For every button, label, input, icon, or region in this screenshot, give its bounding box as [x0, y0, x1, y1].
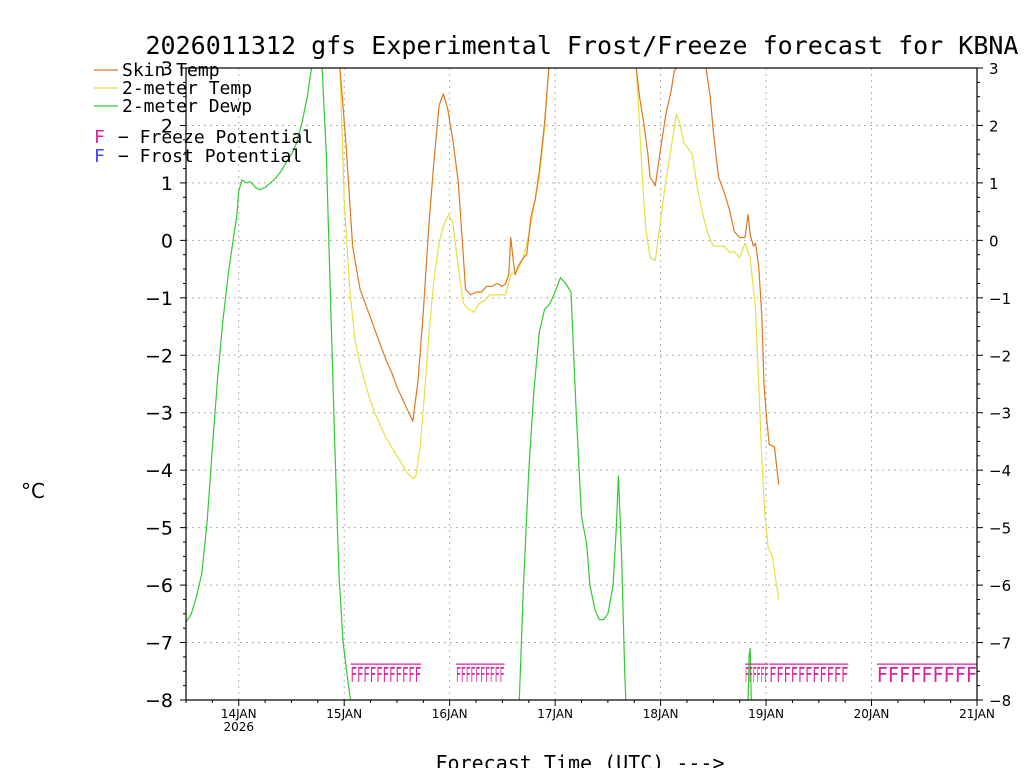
x-tick-sublabel: 2026	[223, 720, 254, 734]
y-tick-label-right: 1	[989, 175, 999, 193]
x-axis-label: Forecast Time (UTC) --->	[436, 751, 725, 768]
y-tick-label-left: −6	[145, 575, 173, 597]
legend-symbol-label: − Frost Potential	[118, 146, 302, 167]
legend-label: 2-meter Dewp	[122, 96, 252, 117]
y-tick-label-left: −4	[145, 460, 173, 482]
y-tick-label-right: 3	[989, 60, 999, 78]
y-axis-label: °C	[21, 479, 45, 503]
y-tick-label-left: −2	[145, 345, 173, 367]
freeze-marker: FFFFFF	[745, 663, 768, 687]
x-tick-label: 20JAN	[854, 707, 890, 721]
x-tick-label: 15JAN	[326, 707, 362, 721]
legend-label: 2-meter Temp	[122, 78, 252, 99]
y-tick-label-right: −5	[989, 520, 1011, 538]
plot-frame	[185, 67, 978, 701]
series-line-2-meter-dewp	[747, 647, 752, 701]
legend-label: Skin Temp	[122, 60, 220, 81]
y-tick-label-right: −4	[989, 462, 1011, 480]
y-tick-label-left: 2	[161, 115, 173, 137]
x-tick-label: 14JAN	[221, 707, 257, 721]
y-tick-label-left: 1	[161, 173, 173, 195]
series-line-2-meter-temp	[635, 67, 780, 600]
x-tick-label: 17JAN	[537, 707, 573, 721]
series-line-skin-temp	[339, 67, 550, 422]
y-tick-label-right: 2	[989, 117, 999, 135]
series-line-skin-temp	[635, 67, 677, 187]
x-tick-label: 19JAN	[748, 707, 784, 721]
chart-title: 2026011312 gfs Experimental Frost/Freeze…	[146, 31, 1019, 60]
series-lines	[185, 67, 780, 701]
freeze-marker: FFFFFFFFF	[877, 663, 977, 687]
y-tick-label-left: −1	[145, 288, 173, 310]
freeze-markers: FFFFFFFFFFF FFFFFFFFFF FFFFFF FFFFFFFFFFF FF…	[350, 663, 977, 687]
legend-symbol-label: − Freeze Potential	[118, 127, 313, 148]
legend-symbol: F	[94, 146, 105, 167]
y-tick-label-right: −1	[989, 290, 1011, 308]
y-tick-label-right: −2	[989, 347, 1011, 365]
y-tick-label-right: −7	[989, 635, 1011, 653]
x-tick-label: 21JAN	[959, 707, 995, 721]
freeze-marker: FFFFFFFFFFF	[769, 663, 848, 687]
x-tick-label: 16JAN	[432, 707, 468, 721]
series-line-2-meter-dewp	[321, 67, 352, 701]
y-tick-label-right: 0	[989, 232, 999, 250]
x-tick-label: 18JAN	[643, 707, 679, 721]
series-line-skin-temp	[705, 67, 780, 485]
y-tick-label-left: −8	[145, 690, 173, 712]
series-line-2-meter-dewp	[185, 67, 313, 623]
freeze-marker: FFFFFFFFFF	[456, 663, 505, 687]
grid-lines	[186, 68, 977, 700]
y-tick-label-left: 0	[161, 230, 173, 252]
y-tick-label-left: 3	[161, 58, 173, 80]
series-line-2-meter-dewp	[518, 277, 627, 701]
y-tick-label-left: −5	[145, 518, 173, 540]
y-tick-label-left: −3	[145, 403, 173, 425]
y-tick-label-right: −3	[989, 405, 1011, 423]
y-tick-label-left: −7	[145, 633, 173, 655]
y-tick-label-right: −6	[989, 577, 1011, 595]
axis-ticks: −8 −8 −7 −7 −6 −6 −5 −5 −4 −4 −3 −3 −2 −2 −1 −1 0 0 1 1 2 2 3 3…	[145, 58, 1011, 734]
y-tick-label-right: −8	[989, 692, 1011, 710]
freeze-marker: FFFFFFFFFFF	[351, 663, 422, 687]
legend-symbol: F	[94, 127, 105, 148]
series-line-2-meter-temp	[339, 67, 550, 480]
